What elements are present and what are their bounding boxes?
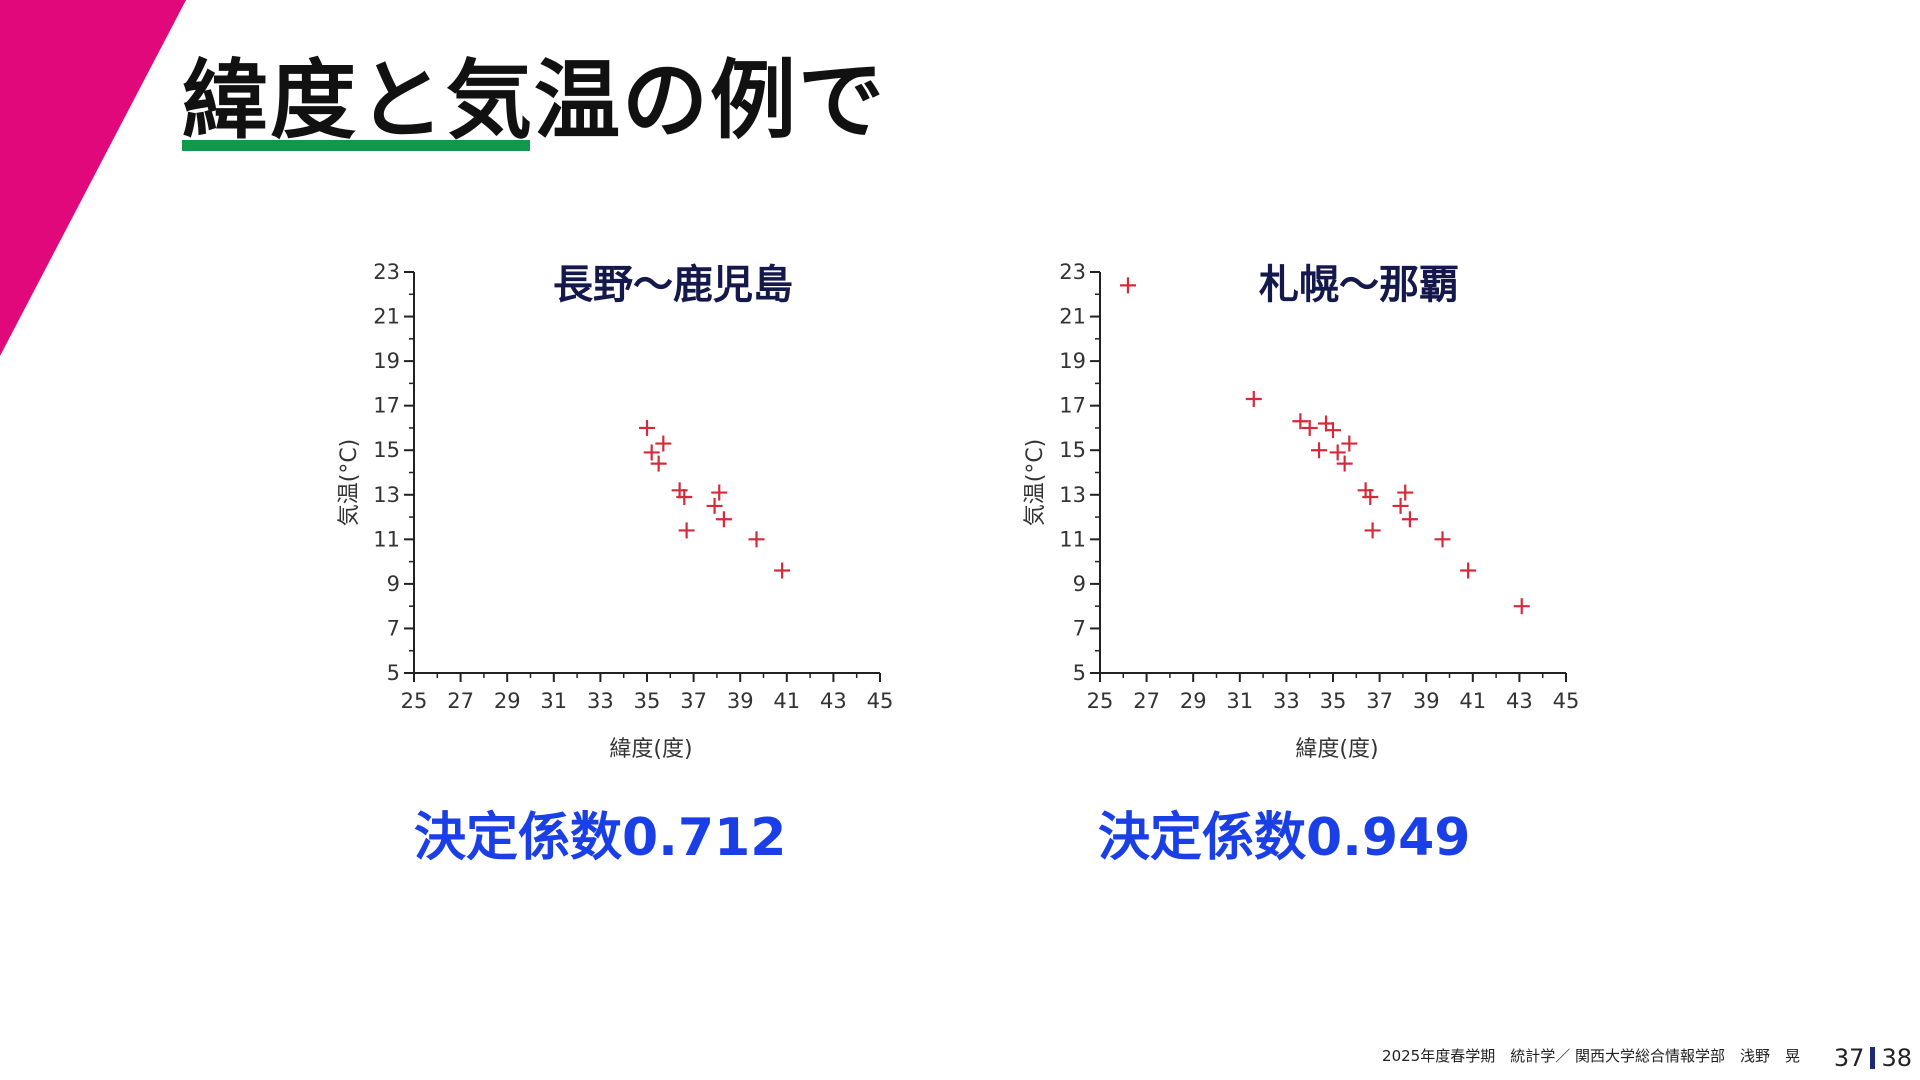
x-tick-label: 41 xyxy=(1459,689,1486,713)
y-tick-label: 9 xyxy=(387,572,400,596)
x-tick-label: 45 xyxy=(1553,689,1580,713)
data-point xyxy=(639,419,655,436)
y-tick-label: 13 xyxy=(1059,483,1086,507)
y-tick-label: 7 xyxy=(1073,616,1086,640)
x-tick-label: 29 xyxy=(494,689,521,713)
scatter-chart-left: 25 27 29 31 33 35 37 39 41 43 45 5 7 9 11 13 15 17 19 21 23 緯… xyxy=(337,260,894,762)
data-point xyxy=(1392,497,1409,514)
y-tick-label: 17 xyxy=(373,394,400,418)
data-point xyxy=(1401,511,1418,528)
title-underline xyxy=(182,140,530,151)
y-tick-label: 15 xyxy=(1059,438,1086,462)
data-point xyxy=(774,562,791,579)
data-point xyxy=(1325,422,1341,439)
data-point xyxy=(1336,455,1353,472)
data-point xyxy=(678,522,695,539)
x-tick-label: 31 xyxy=(1226,689,1253,713)
x-tick-label: 39 xyxy=(1413,689,1440,713)
y-tick-label: 19 xyxy=(373,349,400,373)
data-point xyxy=(650,455,667,472)
x-tick-label: 45 xyxy=(867,689,894,713)
y-tick-label: 17 xyxy=(1059,394,1086,418)
data-point xyxy=(1311,442,1328,459)
data-point xyxy=(643,444,660,461)
y-tick-label: 11 xyxy=(373,527,400,551)
data-point xyxy=(1292,413,1309,430)
x-tick-label: 37 xyxy=(1366,689,1393,713)
x-tick-label: 39 xyxy=(727,689,754,713)
page-total: 38 xyxy=(1881,1044,1912,1072)
data-point xyxy=(1329,444,1346,461)
x-axis-title: 緯度(度) xyxy=(609,737,692,762)
slide-title: 緯度と気温の例で xyxy=(182,51,886,151)
data-point xyxy=(706,497,723,514)
y-tick-label: 7 xyxy=(387,616,400,640)
scatter-chart-right: 25 27 29 31 33 35 37 39 41 43 45 5 7 9 11 13 15 17 19 21 23 緯… xyxy=(1023,260,1580,762)
x-tick-label: 27 xyxy=(1133,689,1160,713)
x-tick-label: 25 xyxy=(401,689,428,713)
data-point xyxy=(1513,598,1530,615)
data-point xyxy=(1341,435,1358,452)
x-tick-label: 37 xyxy=(680,689,707,713)
page-current: 37 xyxy=(1833,1044,1865,1072)
y-tick-label: 23 xyxy=(373,260,400,284)
coefficient-right: 決定係数0.949 xyxy=(1098,808,1471,868)
y-tick-label: 5 xyxy=(387,661,400,685)
data-point xyxy=(1460,562,1477,579)
data-point xyxy=(1362,489,1379,506)
chart-title: 札幌～那覇 xyxy=(1259,262,1459,308)
y-axis-title: 気温(°C) xyxy=(337,439,362,527)
data-point xyxy=(676,489,693,506)
x-tick-label: 43 xyxy=(1506,689,1533,713)
y-tick-label: 9 xyxy=(1073,572,1086,596)
x-tick-label: 27 xyxy=(447,689,474,713)
corner-accent-triangle xyxy=(0,0,186,356)
x-tick-label: 31 xyxy=(540,689,567,713)
y-tick-label: 13 xyxy=(373,483,400,507)
x-tick-label: 29 xyxy=(1180,689,1207,713)
x-tick-label: 33 xyxy=(587,689,614,713)
x-tick-label: 41 xyxy=(773,689,800,713)
data-point xyxy=(1318,415,1335,432)
x-tick-label: 43 xyxy=(820,689,847,713)
x-tick-label: 35 xyxy=(634,689,661,713)
y-tick-label: 23 xyxy=(1059,260,1086,284)
data-point xyxy=(1397,484,1414,501)
y-axis-title: 気温(°C) xyxy=(1023,439,1048,527)
x-tick-label: 35 xyxy=(1320,689,1347,713)
y-tick-label: 5 xyxy=(1073,661,1086,685)
data-point xyxy=(1364,522,1381,539)
x-tick-label: 33 xyxy=(1273,689,1300,713)
coefficient-left: 決定係数0.712 xyxy=(414,808,787,868)
data-point xyxy=(711,484,728,501)
y-tick-label: 19 xyxy=(1059,349,1086,373)
data-point xyxy=(655,435,672,452)
data-point xyxy=(1245,390,1262,407)
y-tick-label: 21 xyxy=(1059,305,1086,329)
chart-title: 長野～鹿児島 xyxy=(553,262,793,308)
data-point xyxy=(1301,419,1318,436)
y-tick-label: 11 xyxy=(1059,527,1086,551)
data-point xyxy=(1434,531,1451,548)
x-tick-label: 25 xyxy=(1087,689,1114,713)
page-separator xyxy=(1870,1047,1876,1069)
footer-text: 2025年度春学期 統計学／ 関西大学総合情報学部 浅野 晃 xyxy=(1382,1047,1800,1065)
data-point xyxy=(1119,277,1136,294)
x-axis-title: 緯度(度) xyxy=(1295,737,1378,762)
data-point xyxy=(748,531,765,548)
data-point xyxy=(715,511,732,528)
page-number: 37 38 xyxy=(1834,1044,1912,1072)
y-tick-label: 21 xyxy=(373,305,400,329)
y-tick-label: 15 xyxy=(373,438,400,462)
